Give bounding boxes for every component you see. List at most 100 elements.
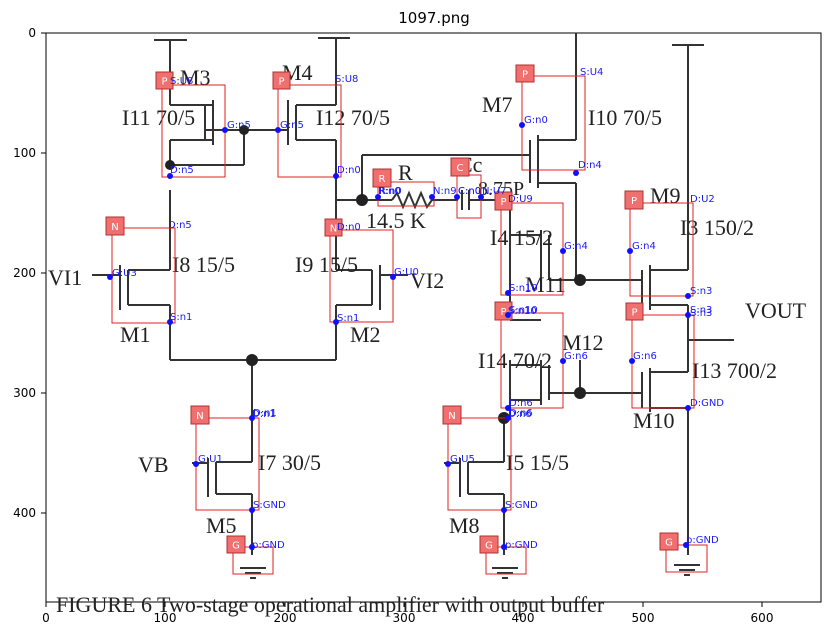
x-tick-label: 100 (154, 611, 177, 625)
pin-label: C:n0 (458, 186, 481, 197)
size-i4: I4 15/2 (490, 225, 553, 250)
y-tick-label: 200 (13, 266, 36, 280)
tag-letter: G (232, 541, 240, 552)
label-m8: M8 (449, 513, 480, 538)
box-label: C:n0 (458, 186, 481, 197)
tag-box: G (659, 532, 679, 551)
tag-box: P (625, 302, 644, 321)
label-r-value: 14.5 K (366, 208, 426, 233)
label-m12: M12 (562, 330, 604, 355)
pin-label: G:n6 (633, 351, 657, 362)
pin-label: G:n4 (632, 241, 656, 252)
tag-letter: P (500, 307, 506, 318)
tag-letter: P (522, 70, 528, 81)
tag-box: P (494, 191, 513, 211)
pin-label: S:n3 (690, 286, 712, 297)
tag-letter: G (485, 541, 493, 552)
label-vi1: VI1 (48, 265, 82, 290)
figure-title: 1097.png (398, 9, 470, 27)
size-i7: I7 30/5 (258, 450, 321, 475)
tag-letter: N (196, 411, 203, 422)
tag-box: R (372, 168, 392, 188)
pin-label: G:n0 (524, 115, 548, 126)
label-m5: M5 (206, 513, 237, 538)
x-tick-label: 600 (751, 611, 774, 625)
pin-label: D:GND (690, 398, 724, 409)
pin-label: D:n6 (509, 408, 533, 419)
tag-box: N (190, 405, 210, 425)
pin-label: S:GND (253, 500, 286, 511)
label-vout: VOUT (745, 298, 807, 323)
tag-letter: G (665, 538, 673, 549)
size-i14: I14 70/2 (478, 348, 552, 373)
box-label: p:GND (686, 535, 719, 546)
pin-label: S:n3 (690, 305, 712, 316)
x-tick-label: 500 (632, 611, 655, 625)
pin-label: R:n0 (379, 186, 402, 197)
pin-label: G:n4 (564, 241, 588, 252)
x-tick-label: 300 (393, 611, 416, 625)
tag-letter: P (278, 77, 284, 88)
pin-label: S:n10 (509, 305, 538, 316)
y-axis: 0 100 200 300 400 (13, 26, 46, 520)
tag-box: P (155, 71, 174, 90)
pin-markers (107, 122, 691, 550)
label-vi2: VI2 (410, 268, 444, 293)
box-label: D:n1 (252, 409, 276, 420)
pin-label: G:n5 (280, 120, 304, 131)
tag-box: P (515, 64, 535, 83)
label-vb: VB (138, 452, 169, 477)
pin-label: G:n6 (564, 351, 588, 362)
pin-label: D:n6 (509, 398, 533, 409)
tag-letter: P (500, 197, 506, 208)
pin-label: S:GND (505, 500, 538, 511)
label-m9: M9 (650, 183, 681, 208)
y-tick-label: 100 (13, 146, 36, 160)
size-i11: I11 70/5 (122, 105, 195, 130)
label-m1: M1 (120, 322, 151, 347)
size-i3: I3 150/2 (680, 215, 754, 240)
tag-letter: C (457, 163, 464, 174)
y-tick-label: 400 (13, 506, 36, 520)
tag-box: G (479, 535, 499, 554)
box-label: D:n6 (508, 409, 532, 420)
label-m10: M10 (633, 408, 675, 433)
box-label: S:n10 (508, 306, 537, 317)
tag-box: G (226, 535, 246, 554)
tag-letter: R (379, 174, 386, 185)
tag-box: N (105, 216, 125, 236)
pin-label: D:n1 (253, 408, 277, 419)
box-label: S:U8 (170, 76, 193, 87)
pin-label: G:U3 (112, 268, 137, 279)
tag-letter: N (111, 222, 118, 233)
x-axis: 0 100 200 300 400 500 600 (42, 602, 773, 625)
size-i9: I9 15/5 (295, 252, 358, 277)
box-label: D:n0 (337, 222, 361, 233)
label-m11: M11 (525, 272, 566, 297)
size-i12: I12 70/5 (316, 105, 390, 130)
tag-box: N (324, 218, 343, 237)
box-label: S:U4 (580, 67, 603, 78)
tag-box: C (450, 157, 470, 177)
box-label: D:U2 (690, 194, 715, 205)
size-i8: I8 15/5 (172, 252, 235, 277)
pin-label: D:n5 (170, 165, 194, 176)
annotation-box-labels: S:U8 S:U8 S:U4 D:n5 D:n0 R:n0 C:n0 D:U9 … (168, 67, 719, 551)
label-m7: M7 (482, 92, 513, 117)
tag-box: N (442, 405, 462, 425)
x-tick-label: 0 (42, 611, 50, 625)
annotation-tags: P P P N N R C P P P P N N G G G (105, 64, 679, 554)
tag-letter: P (631, 196, 637, 207)
y-tick-label: 0 (28, 26, 36, 40)
box-label: S:U8 (335, 74, 358, 85)
tag-letter: N (448, 411, 455, 422)
pin-labels: G:n5 D:n5 G:n5 D:n0 G:n0 D:n4 G:U3 S:n1 … (112, 115, 724, 511)
label-cc-value: 8.75P (478, 178, 524, 200)
tag-letter: N (330, 224, 337, 235)
pin-label: D:n0 (337, 165, 361, 176)
pin-label: N:U7 (482, 186, 507, 197)
x-tick-label: 200 (274, 611, 297, 625)
box-label: R:n0 (378, 186, 401, 197)
box-label: p:GND (505, 540, 538, 551)
